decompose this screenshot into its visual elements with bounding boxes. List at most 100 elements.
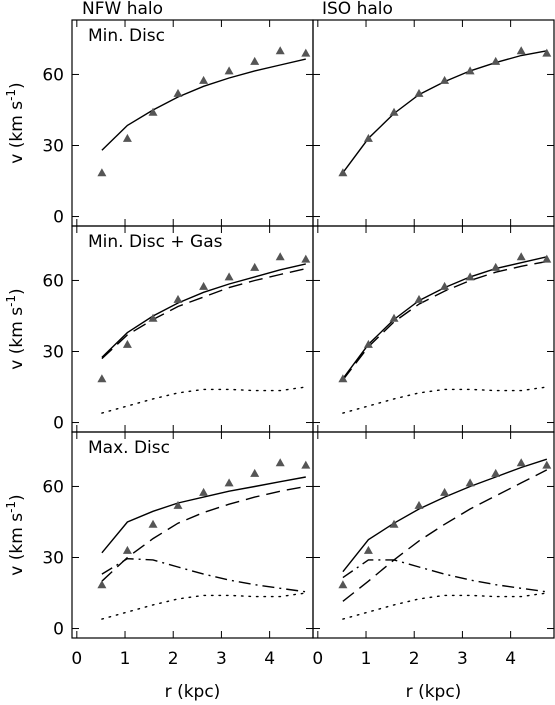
x-tick-label: 2 [168,649,179,669]
observed-point [224,66,234,75]
model-curve-dashdot [342,559,547,593]
observed-point [389,519,399,528]
model-curve-solid [101,58,306,151]
x-axis-label: r (kpc) [165,682,221,702]
y-tick-label: 30 [42,548,64,568]
model-curve-dotted [101,592,307,620]
x-tick-label: 1 [361,649,372,669]
observed-point [275,458,285,467]
observed-point [389,107,399,116]
x-tick-label: 0 [71,649,82,669]
model-curve-dotted [342,592,548,620]
model-curve-dashed [101,267,306,360]
observed-point [516,252,526,261]
observed-point [199,75,209,84]
observed-point [363,545,373,554]
x-tick-label: 1 [120,649,131,669]
model-curve-dashed [101,485,306,582]
observed-point [301,460,311,469]
observed-point [250,468,260,477]
x-tick-label: 2 [409,649,420,669]
panel-nfw-1: 0 30 60 Min. Disc v (km s-1) [4,19,314,228]
panel-iso-3: 0 1 2 3 4 [312,431,555,669]
panel-frame [312,19,555,227]
observed-point [516,46,526,55]
panel-nfw-3: 0 1 2 3 4 0 30 60 Max. Disc v (km s-1) [4,431,314,669]
model-curve-dashed [342,469,548,602]
observed-point [338,374,348,383]
panel-frame [71,431,314,639]
model-curve-solid [342,256,547,380]
panel-frame [312,225,555,433]
observed-point [363,133,373,142]
model-curve-dashdot [101,557,306,593]
y-axis-label: v (km s-1) [4,494,27,575]
observed-point [338,168,348,177]
observed-point [440,487,450,496]
observed-point [465,478,475,487]
y-tick-label: 60 [42,65,64,85]
panel-frame [71,225,314,433]
x-tick-label: 4 [264,649,275,669]
panel-iso-2 [312,225,555,433]
model-curve-dotted [101,386,307,414]
y-axis-label: v (km s-1) [4,288,27,369]
observed-point [250,56,260,65]
model-curve-dashed [342,260,547,381]
panel-frame [71,19,314,227]
panel-label: Max. Disc [88,438,170,458]
panel-frame [312,431,555,639]
observed-point [148,107,158,116]
y-tick-label: 0 [53,208,64,228]
y-tick-label: 30 [42,342,64,362]
observed-point [491,468,501,477]
observed-point [224,478,234,487]
observed-point [516,458,526,467]
observed-point [97,168,107,177]
x-tick-label: 3 [457,649,468,669]
panel-nfw-2: 0 30 60 Min. Disc + Gas v (km s-1) [4,225,314,434]
observed-point [542,48,552,57]
observed-point [414,500,424,509]
observed-point [363,339,373,348]
observed-point [173,294,183,303]
column-title-nfw: NFW halo [82,0,163,19]
y-axis-label: v (km s-1) [4,82,27,163]
observed-point [148,519,158,528]
observed-point [491,56,501,65]
y-tick-label: 60 [42,477,64,497]
panel-iso-1 [312,19,555,227]
observed-point [338,580,348,589]
observed-point [122,545,132,554]
model-curve-solid [101,263,306,358]
observed-point [122,339,132,348]
observed-point [199,487,209,496]
observed-point [173,500,183,509]
observed-point [275,46,285,55]
observed-point [465,66,475,75]
observed-point [301,48,311,57]
y-tick-label: 30 [42,136,64,156]
observed-point [491,262,501,271]
observed-point [440,75,450,84]
observed-point [250,262,260,271]
model-curve-solid [101,476,306,554]
observed-point [97,374,107,383]
panel-label: Min. Disc + Gas [88,232,223,252]
y-tick-label: 60 [42,271,64,291]
observed-point [414,294,424,303]
column-title-iso: ISO halo [322,0,393,19]
model-curve-solid [342,50,547,174]
panel-label: Min. Disc [88,26,165,46]
model-curve-dotted [342,386,548,414]
observed-point [199,281,209,290]
observed-point [389,313,399,322]
observed-point [542,254,552,263]
y-tick-label: 0 [53,414,64,434]
x-tick-label: 3 [216,649,227,669]
observed-point [173,88,183,97]
observed-point [97,580,107,589]
observed-point [542,460,552,469]
